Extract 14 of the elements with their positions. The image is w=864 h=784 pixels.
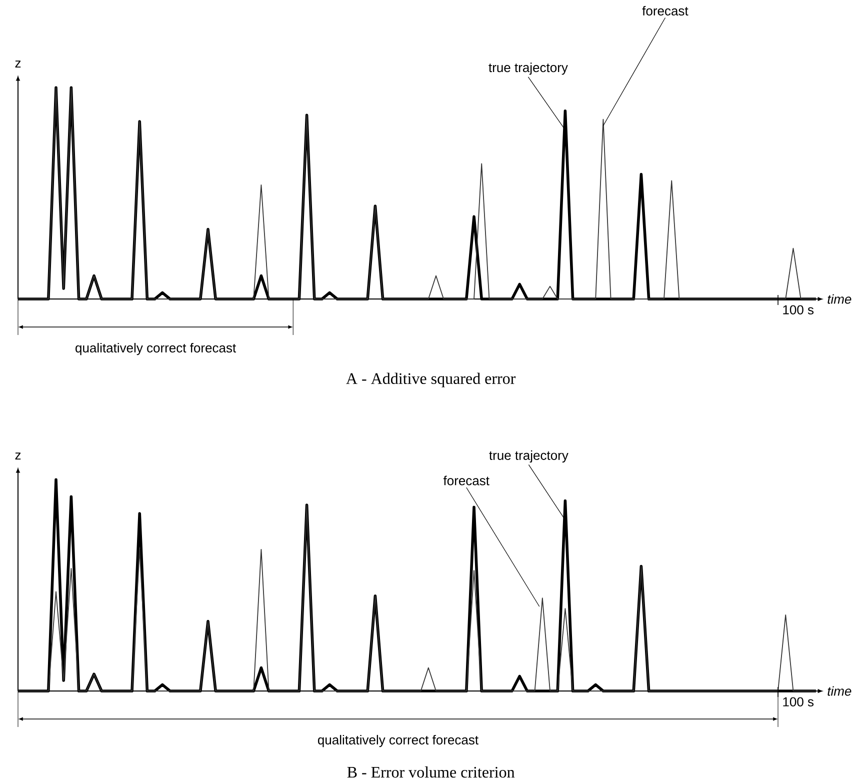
text: 100 s xyxy=(783,697,814,706)
annotation: forecast xyxy=(443,476,490,486)
text: true trajectory xyxy=(488,62,568,75)
text: B - Error volume criterion xyxy=(347,766,515,778)
text: A - Additive squared error xyxy=(346,372,516,388)
text: qualitatively correct forecast xyxy=(76,342,236,356)
text: true trajectory xyxy=(489,450,568,463)
y-axis-title: z xyxy=(15,60,21,68)
text: 100 s xyxy=(783,305,814,314)
text: forecast xyxy=(642,6,688,16)
y-axis-title: z xyxy=(15,452,21,460)
text: qualitatively correct forecast xyxy=(318,734,478,748)
x-axis-title: time xyxy=(828,294,852,304)
x-axis-title: time xyxy=(828,686,852,696)
